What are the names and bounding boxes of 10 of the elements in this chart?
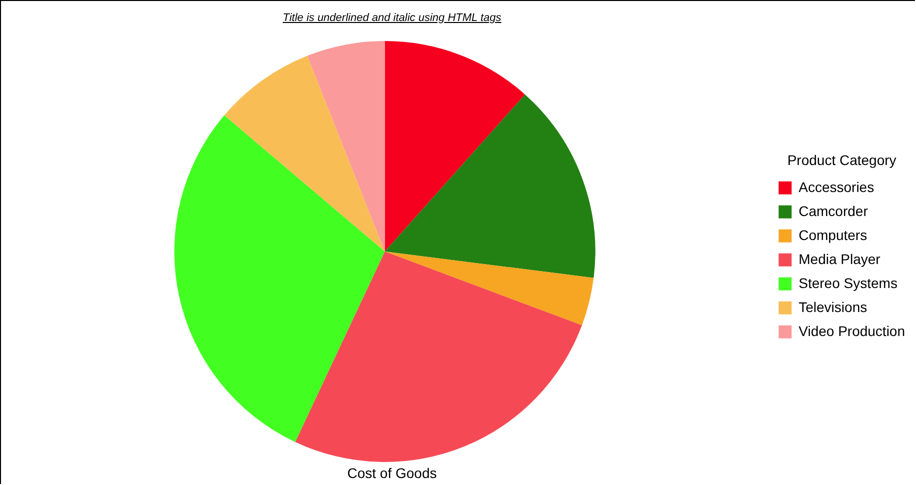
legend-title: Product Category — [787, 152, 896, 168]
legend-label: Stereo Systems — [798, 274, 898, 291]
chart-title: Title is underlined and italic using HTML tags — [282, 12, 502, 24]
legend-label: Media Player — [798, 250, 881, 267]
legend-label: Computers — [798, 226, 868, 243]
legend-label: Accessories — [798, 178, 874, 195]
legend-label: Televisions — [798, 298, 868, 315]
text: Cost of Goods — [346, 465, 438, 481]
legend-label: Video Production — [798, 322, 905, 339]
legend-label: Camcorder — [798, 202, 868, 219]
